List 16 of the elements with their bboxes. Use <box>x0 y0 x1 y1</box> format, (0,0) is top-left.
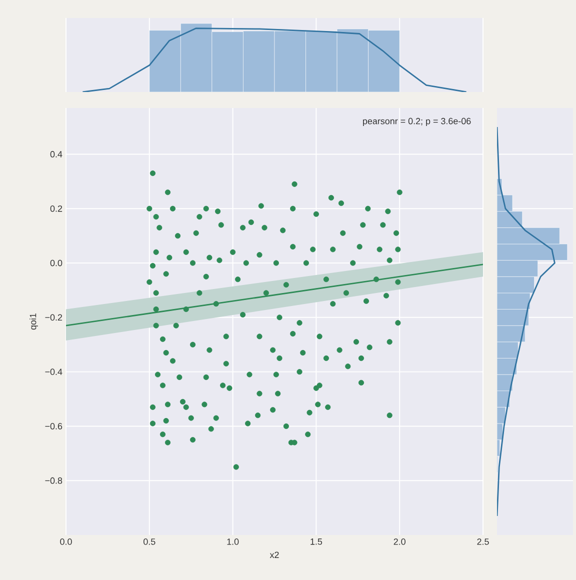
y-tick-label: 0.2 <box>50 205 62 212</box>
y-axis-title: qoi1 <box>30 313 38 330</box>
x-axis-title: x2 <box>270 552 279 558</box>
y-tick-label: −0.2 <box>45 314 62 321</box>
y-tick-label: −0.8 <box>45 477 62 484</box>
y-tick-label: 0.0 <box>50 260 62 266</box>
x-tick-label: 0.0 <box>60 538 72 545</box>
x-tick-label: 0.5 <box>144 538 156 545</box>
x-tick-label: 1.5 <box>310 538 322 545</box>
x-tick-label: 2.5 <box>477 538 489 545</box>
x-tick-label: 1.0 <box>227 538 239 545</box>
y-tick-label: −0.4 <box>45 368 62 375</box>
y-tick-label: −0.6 <box>45 423 62 430</box>
x-tick-label: 2.0 <box>394 538 406 545</box>
annotation: pearsonr = 0.2; p = 3.6e-06 <box>363 118 471 126</box>
y-tick-label: 0.4 <box>50 151 62 158</box>
